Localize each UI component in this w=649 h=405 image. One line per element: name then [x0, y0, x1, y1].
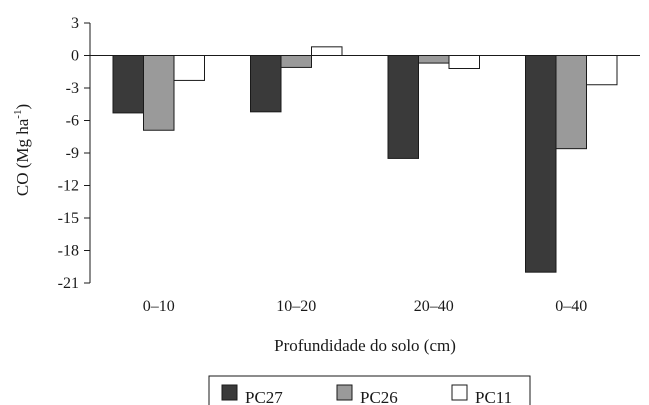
y-tick-label: -15: [58, 210, 79, 227]
x-tick-label: 0–40: [555, 298, 587, 315]
y-axis-title: CO (Mg ha-1): [12, 104, 32, 196]
y-tick-label: 0: [71, 48, 79, 65]
x-axis-ticks: 0–10 10–20 20–40 0–40: [143, 298, 588, 315]
bar-pc11: [173, 55, 205, 81]
legend-swatch-pc11: [451, 384, 468, 401]
legend: PC27 PC26 PC11: [208, 375, 531, 405]
y-axis-title-main: CO (Mg ha: [13, 118, 32, 196]
x-tick-label: 10–20: [276, 298, 316, 315]
legend-label-pc26: PC26: [360, 388, 398, 405]
bar-pc27: [525, 55, 557, 273]
y-tick-label: -3: [66, 80, 79, 97]
y-tick-label: -18: [58, 243, 79, 260]
x-tick-label: 0–10: [143, 298, 175, 315]
bar-pc26: [280, 55, 312, 68]
x-axis-title: Profundidade do solo (cm): [274, 336, 456, 355]
bar-pc11: [311, 46, 343, 56]
y-tick-label: -6: [66, 113, 79, 130]
y-tick-label: -12: [58, 178, 79, 195]
x-tick-label: 20–40: [414, 298, 454, 315]
bar-pc26: [555, 55, 587, 150]
bar-pc26: [418, 55, 450, 64]
y-axis-title-close: ): [13, 104, 32, 110]
bar-pc26: [143, 55, 175, 131]
bar-pc27: [112, 55, 144, 114]
bar-pc27: [387, 55, 419, 159]
bars: [112, 46, 618, 273]
bar-pc11: [586, 55, 618, 86]
legend-box: [208, 375, 531, 405]
legend-swatch-pc26: [336, 384, 353, 401]
y-axis-title-superscript: -1: [12, 110, 24, 119]
legend-swatch-pc27: [221, 384, 238, 401]
y-tick-label: -9: [66, 145, 79, 162]
y-tick-label: 3: [71, 15, 79, 32]
y-tick-label: -21: [58, 275, 79, 292]
bar-pc27: [250, 55, 282, 113]
legend-label-pc27: PC27: [245, 388, 283, 405]
legend-label-pc11: PC11: [475, 388, 512, 405]
y-axis-ticks: 3 0 -3 -6 -9 -12 -15 -18 -21: [58, 15, 90, 292]
bar-pc11: [448, 55, 480, 69]
